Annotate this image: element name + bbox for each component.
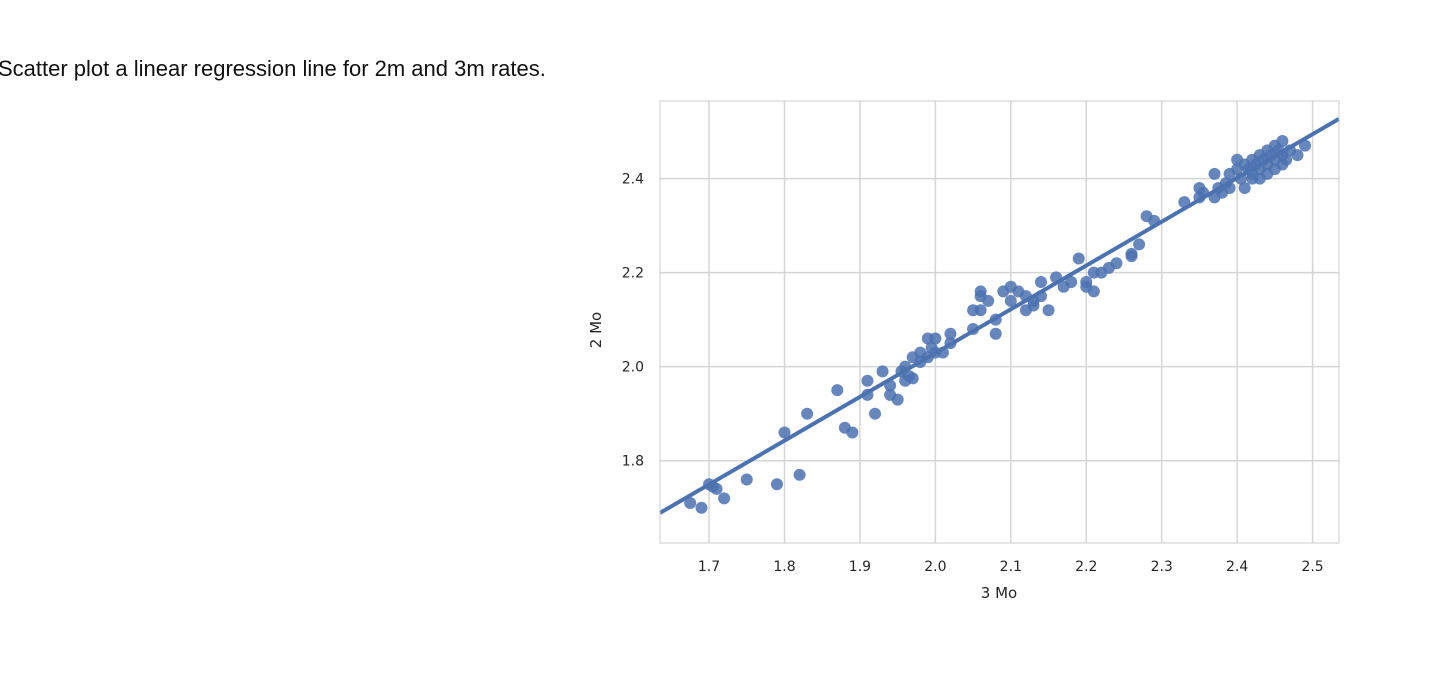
chart-caption: Scatter plot a linear regression line fo… — [0, 56, 546, 81]
data-point — [982, 294, 995, 307]
data-point — [710, 482, 723, 495]
data-point — [801, 407, 814, 420]
data-point — [846, 426, 859, 439]
data-point — [1042, 304, 1055, 317]
data-points — [684, 134, 1312, 514]
data-point — [1072, 252, 1085, 265]
x-tick-label: 1.9 — [849, 559, 871, 575]
x-axis-label: 3 Mo — [981, 584, 1017, 602]
x-tick-label: 1.7 — [698, 559, 720, 575]
x-tick-label: 2.3 — [1151, 559, 1173, 575]
y-tick-labels: 1.8 2.0 2.2 2.4 — [622, 172, 644, 470]
data-point — [1087, 285, 1100, 298]
data-point — [793, 468, 806, 481]
data-point — [974, 304, 987, 317]
plot-frame — [659, 100, 1340, 544]
data-point — [944, 327, 957, 340]
data-point — [1110, 257, 1123, 270]
data-point — [989, 327, 1002, 340]
data-point — [861, 374, 874, 387]
data-point — [1280, 153, 1293, 166]
data-point — [740, 473, 753, 486]
x-tick-labels: 1.7 1.8 1.9 2.0 2.1 2.2 2.3 2.4 2.5 — [698, 559, 1324, 575]
data-point — [695, 501, 708, 514]
x-tick-label: 2.5 — [1301, 559, 1323, 575]
data-point — [718, 492, 731, 505]
data-point — [974, 285, 987, 298]
data-point — [1034, 276, 1047, 289]
data-point — [929, 332, 942, 345]
data-point — [876, 365, 889, 378]
data-point — [1291, 149, 1304, 162]
y-tick-label: 2.4 — [622, 172, 644, 188]
data-point — [1027, 299, 1040, 312]
data-point — [1125, 250, 1138, 263]
x-tick-label: 1.8 — [773, 559, 795, 575]
x-tick-label: 2.0 — [924, 559, 946, 575]
data-point — [831, 384, 844, 397]
y-tick-label: 1.8 — [622, 454, 644, 470]
regression-line — [658, 117, 1341, 515]
data-point — [684, 497, 697, 510]
data-point — [770, 478, 783, 491]
data-point — [1299, 139, 1312, 152]
x-tick-label: 2.1 — [1000, 559, 1022, 575]
data-point — [1133, 238, 1146, 251]
x-tick-label: 2.2 — [1075, 559, 1097, 575]
data-point — [891, 393, 904, 406]
data-point — [1208, 167, 1221, 180]
data-point — [1004, 294, 1017, 307]
data-point — [1065, 276, 1078, 289]
data-point — [1276, 134, 1289, 147]
grid-lines — [660, 101, 1339, 543]
data-point — [906, 372, 919, 385]
data-point — [869, 407, 882, 420]
y-tick-label: 2.2 — [622, 266, 644, 282]
data-point — [1238, 181, 1251, 194]
x-tick-label: 2.4 — [1226, 559, 1248, 575]
data-point — [778, 426, 791, 439]
y-tick-label: 2.0 — [622, 360, 644, 376]
y-axis-label: 2 Mo — [587, 312, 605, 348]
